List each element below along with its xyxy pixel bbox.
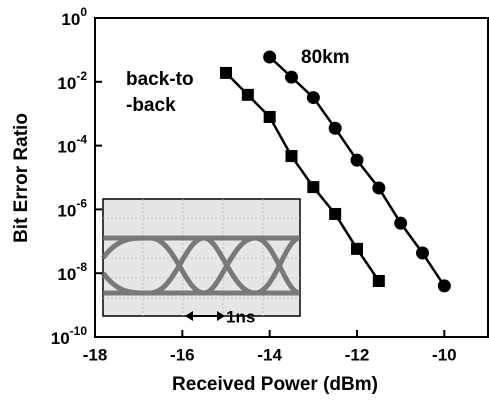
marker bbox=[438, 279, 451, 292]
y-tick-exponent: -6 bbox=[76, 197, 87, 211]
y-tick-exponent: -2 bbox=[76, 69, 87, 83]
annotation: 80km bbox=[301, 47, 350, 68]
annotation: back-to bbox=[126, 69, 194, 90]
y-tick-exponent: -8 bbox=[76, 260, 87, 274]
x-axis-title: Received Power (dBm) bbox=[172, 374, 378, 395]
y-tick-label: 10-6 bbox=[57, 197, 87, 221]
marker bbox=[329, 208, 341, 220]
y-tick-base: 10 bbox=[57, 266, 76, 285]
chart: Received Power (dBm) Bit Error Ratio bac… bbox=[0, 0, 489, 400]
y-tick-label: 100 bbox=[61, 5, 87, 29]
marker bbox=[329, 122, 342, 135]
y-tick-base: 10 bbox=[57, 138, 76, 157]
y-tick-exponent: 0 bbox=[80, 5, 87, 19]
marker bbox=[286, 150, 298, 162]
annotation: 1ns bbox=[226, 307, 255, 326]
marker bbox=[351, 243, 363, 255]
marker bbox=[372, 181, 385, 194]
marker bbox=[220, 67, 232, 79]
marker bbox=[307, 181, 319, 193]
y-tick-base: 10 bbox=[51, 329, 70, 348]
marker bbox=[307, 91, 320, 104]
y-axis-title: Bit Error Ratio bbox=[11, 113, 32, 243]
marker bbox=[373, 275, 385, 287]
y-tick-exponent: -10 bbox=[70, 324, 88, 338]
y-tick-label: 10-8 bbox=[57, 260, 87, 284]
x-tick-label: -12 bbox=[345, 345, 370, 364]
y-tick-exponent: -4 bbox=[76, 133, 87, 147]
y-tick-label: 10-4 bbox=[57, 133, 87, 157]
marker bbox=[264, 111, 276, 123]
x-tick-label: -14 bbox=[257, 345, 282, 364]
marker bbox=[394, 217, 407, 230]
y-tick-base: 10 bbox=[57, 202, 76, 221]
x-tick-label: -18 bbox=[83, 345, 108, 364]
x-tick-label: -10 bbox=[432, 345, 457, 364]
y-tick-label: 10-2 bbox=[57, 69, 87, 93]
marker bbox=[285, 71, 298, 84]
marker bbox=[351, 154, 364, 167]
marker bbox=[242, 89, 254, 101]
eye-inset bbox=[103, 199, 300, 321]
y-tick-base: 10 bbox=[61, 10, 80, 29]
annotation: -back bbox=[126, 95, 176, 116]
marker bbox=[416, 246, 429, 259]
x-tick-label: -16 bbox=[170, 345, 195, 364]
marker bbox=[263, 50, 276, 63]
y-tick-base: 10 bbox=[57, 74, 76, 93]
